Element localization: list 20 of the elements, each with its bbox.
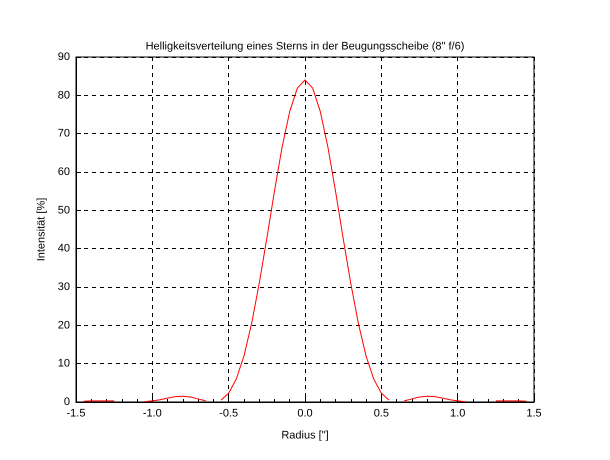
y-axis-title: Intensität [%] bbox=[35, 198, 48, 262]
x-tick-label: 1.0 bbox=[450, 408, 466, 420]
x-tick-label: -0.5 bbox=[219, 408, 238, 420]
y-tick-label: 50 bbox=[58, 204, 70, 216]
y-tick-label: 40 bbox=[58, 242, 70, 255]
x-tick-label: 1.5 bbox=[526, 408, 542, 420]
y-tick-label: 30 bbox=[58, 281, 70, 293]
y-tick-label: 0 bbox=[64, 396, 70, 408]
x-tick-label: 0.0 bbox=[297, 408, 313, 420]
chart-title: Helligkeitsverteilung eines Sterns in der Beugungsscheibe (8" f/6) bbox=[146, 40, 464, 52]
x-axis-title: Radius ["] bbox=[281, 430, 329, 442]
y-tick-label: 20 bbox=[58, 319, 70, 332]
y-tick-label: 80 bbox=[58, 89, 70, 102]
y-tick-label: 60 bbox=[58, 166, 70, 178]
x-tick-label: 0.5 bbox=[374, 408, 389, 420]
y-tick-label: 70 bbox=[58, 128, 70, 140]
y-tick-label: 10 bbox=[58, 358, 70, 370]
x-tick-label: -1.0 bbox=[142, 408, 162, 420]
y-tick-label: 90 bbox=[58, 51, 70, 63]
x-tick-label: -1.5 bbox=[66, 408, 86, 420]
